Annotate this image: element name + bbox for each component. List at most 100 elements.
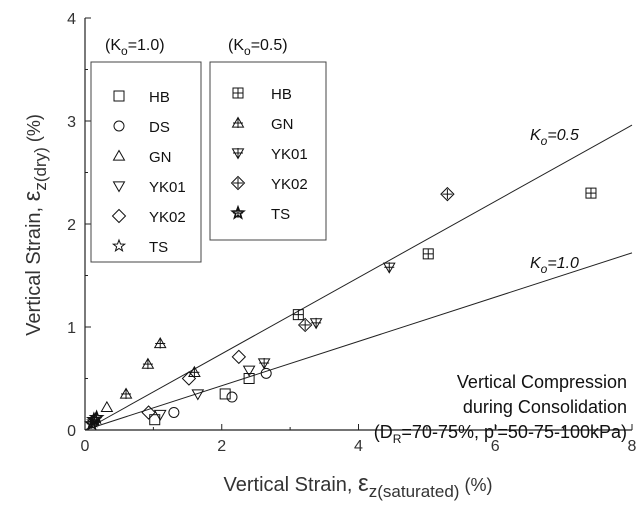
marker-shape [100, 400, 114, 412]
y-axis-title-unit: (%) [24, 114, 44, 147]
legend-entry-label: HB [271, 86, 292, 103]
x-tick-label: 8 [628, 438, 637, 455]
legend-entry-label: YK02 [271, 176, 308, 193]
legend-marker [112, 181, 126, 193]
legend-entry-label: YK01 [149, 179, 186, 196]
fit-line [84, 252, 633, 431]
legend-box [90, 61, 202, 263]
marker-shape [113, 90, 125, 102]
data-point-triangle-plus [141, 357, 155, 370]
data-point-diamond-plus [440, 186, 455, 202]
legend-entry-label: DS [149, 119, 170, 136]
fit-label-pre: K [530, 255, 542, 272]
x-tick-label: 4 [354, 438, 363, 455]
marker-shape [168, 406, 180, 418]
data-point-triangle-plus [188, 365, 201, 378]
data-point-circle [260, 367, 272, 379]
marker-shape [242, 365, 256, 377]
data-point-triangle-down [153, 409, 167, 422]
legend-marker [111, 208, 127, 224]
legend-marker [232, 87, 244, 99]
data-point-square [243, 373, 255, 384]
y-axis-title: Vertical Strain, εz(dry) (%) [19, 114, 50, 336]
marker-shape [260, 367, 272, 379]
legend-entry-label: TS [271, 206, 290, 223]
legend-marker [231, 148, 245, 160]
marker-shape [230, 175, 246, 191]
marker-shape [191, 389, 205, 401]
marker-shape [219, 388, 231, 400]
legend-title-post: =0.5) [251, 37, 288, 54]
y-tick-label: 2 [67, 217, 76, 234]
fit-line-label: Ko=1.0 [530, 255, 579, 276]
marker-shape [111, 208, 127, 224]
data-point-circle [226, 391, 238, 403]
x-tick-label: 0 [81, 438, 90, 455]
legend-marker [111, 238, 127, 253]
y-tick-label: 4 [67, 11, 76, 28]
marker-shape [440, 186, 455, 202]
data-point-triangle-down-plus [309, 317, 323, 330]
data-point-triangle-down [242, 365, 256, 377]
data-point-triangle [100, 400, 114, 412]
marker-shape [297, 317, 313, 333]
annotation-line3-pre: (D [374, 422, 393, 442]
legend-title-sub: o [121, 44, 128, 58]
annotation-line3: (DR=70-75%, p'=50-75-100kPa) [374, 422, 627, 446]
marker-shape [141, 405, 156, 420]
x-tick-label: 6 [491, 438, 500, 455]
data-point-square [219, 388, 231, 400]
annotation-line3-post: =70-75%, p'=50-75-100kPa) [401, 422, 627, 442]
marker-shape [113, 120, 125, 132]
legend-marker [230, 175, 246, 191]
legend-title-pre: (K [105, 37, 121, 54]
data-point-star-bold [88, 409, 105, 425]
legend-title-pre: (K [228, 37, 244, 54]
fit-label-post: =1.0 [547, 255, 579, 272]
legend-entry-label: GN [149, 149, 172, 166]
legend-entry-label: HB [149, 89, 170, 106]
data-point-triangle-plus [119, 387, 133, 399]
annotation-line3-sub: R [393, 432, 402, 446]
data-point-square-plus [292, 309, 304, 321]
fit-line [84, 124, 633, 431]
y-axis-title-sub: z(dry) [31, 147, 50, 190]
marker-shape [112, 149, 126, 161]
fit-label-pre: K [530, 127, 542, 144]
legend-marker [113, 90, 125, 102]
fit-label-sub: o [541, 134, 548, 148]
y-axis-title-main: Vertical Strain, [23, 201, 45, 336]
data-point-diamond [141, 405, 156, 420]
data-point-diamond-plus [297, 317, 313, 333]
data-point-square-plus [422, 248, 434, 260]
x-axis-title-symbol: ε [358, 470, 369, 497]
y-tick-label: 1 [67, 320, 76, 337]
data-point-square-plus [585, 187, 597, 199]
data-point-triangle-plus [153, 336, 167, 349]
x-tick-label: 2 [217, 438, 226, 455]
legend-group-title: (Ko=1.0) [105, 37, 165, 58]
legend-box [209, 61, 327, 241]
x-axis-title-unit: (%) [459, 475, 492, 495]
y-tick-label: 0 [67, 423, 76, 440]
marker-shape [226, 391, 238, 403]
annotation-line1: Vertical Compression [457, 372, 627, 392]
fit-label-sub: o [541, 262, 548, 276]
marker-shape [243, 373, 255, 384]
legend-title-post: =1.0) [128, 37, 165, 54]
marker-shape [231, 349, 247, 365]
data-point-circle [168, 406, 180, 418]
legend-entry-label: YK01 [271, 146, 308, 163]
marker-shape [112, 181, 126, 193]
legend-entry-label: TS [149, 239, 168, 256]
data-point-triangle-down-plus [382, 262, 396, 274]
legend-marker [230, 204, 246, 220]
data-point-diamond [231, 349, 247, 365]
annotation-line2: during Consolidation [463, 397, 627, 417]
legend-entry-label: GN [271, 116, 294, 133]
fit-label-post: =0.5 [547, 127, 579, 144]
legend-marker [231, 116, 245, 128]
y-tick-label: 3 [67, 114, 76, 131]
